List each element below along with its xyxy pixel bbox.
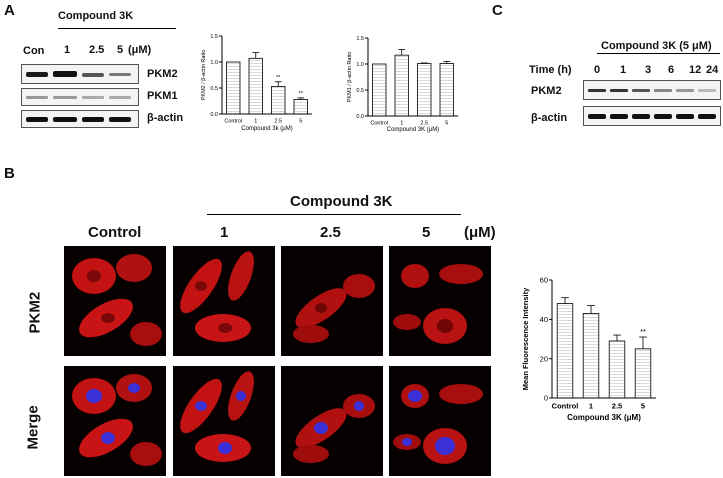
y-axis-label: PKM1 / β-actin Ratio: [347, 52, 353, 103]
x-tick-label: Control: [224, 119, 242, 125]
micrograph-pkm2-control: [64, 246, 166, 356]
x-tick-label: 1: [254, 119, 257, 125]
x-tick-label: 1: [589, 402, 593, 411]
micrograph-pkm2-5: [389, 246, 491, 356]
y-tick-label: 0.5: [356, 88, 364, 94]
micrograph-merge-5: [389, 366, 491, 476]
panel-a-letter: A: [4, 2, 15, 19]
panel-c-time-6: 6: [668, 64, 675, 76]
significance-label: **: [640, 327, 646, 336]
chart-pkm2-ratio: 0.0 0.5 1.0 1.5 Control 1 ** 2.5 ** 5 Compound 3k …: [201, 34, 312, 132]
x-axis-label: Compound 3K (μM): [387, 127, 439, 133]
y-tick-label: 1.0: [210, 60, 218, 66]
panel-c-letter: C: [492, 2, 503, 19]
x-tick-label: 2.5: [420, 121, 428, 127]
panel-b-bracket: [207, 214, 461, 215]
band-label-pkm1-a: PKM1: [147, 90, 178, 102]
bar: [293, 99, 308, 115]
bar: [248, 57, 263, 115]
col-1: 1: [220, 224, 229, 241]
bar: [439, 63, 454, 117]
y-tick-label: 40: [540, 315, 548, 324]
blot-pkm2-a: [21, 64, 139, 84]
bar: [608, 340, 626, 399]
band-label-actin-a: β-actin: [147, 112, 184, 124]
panel-b-treatment: Compound 3K: [290, 193, 393, 210]
x-tick-label: 1: [400, 121, 403, 127]
y-tick-label: 0.0: [356, 114, 364, 120]
x-tick-label: 5: [299, 119, 302, 125]
row-label-pkm2-wrap: PKM2: [10, 292, 60, 334]
y-tick-label: 20: [540, 354, 548, 363]
panel-c-time-12: 12: [689, 64, 702, 76]
col-control: Control: [88, 224, 142, 241]
micrograph-merge-control: [64, 366, 166, 476]
significance-label: **: [299, 91, 304, 97]
panel-c-time-0: 0: [594, 64, 601, 76]
bar: [556, 303, 574, 399]
panel-c-treatment: Compound 3K (5 μM): [601, 40, 712, 52]
x-tick-label: Control: [552, 402, 579, 411]
x-axis-label: Compound 3k (μM): [241, 126, 292, 132]
x-tick-label: 2.5: [612, 402, 622, 411]
bar: [372, 63, 387, 117]
panel-a-unit: (μM): [128, 44, 152, 56]
blot-actin-c: [583, 106, 721, 126]
panel-a-bracket: [58, 28, 176, 29]
y-tick-label: 0.5: [210, 86, 218, 92]
blot-pkm2-c: [583, 80, 721, 100]
panel-c-time-1: 1: [620, 64, 627, 76]
micrograph-pkm2-2-5: [281, 246, 383, 356]
bar: [394, 54, 409, 117]
x-tick-label: Control: [370, 121, 388, 127]
y-tick-label: 0.0: [210, 112, 218, 118]
blot-actin-a: [21, 110, 139, 128]
bar: [634, 348, 652, 399]
panel-c-bracket: [597, 53, 720, 54]
y-tick-label: 1.0: [356, 62, 364, 68]
significance-label: **: [276, 75, 281, 81]
row-label-merge: Merge: [24, 405, 42, 450]
y-tick-label: 1.5: [356, 36, 364, 42]
micrograph-pkm2-1: [173, 246, 275, 356]
micrograph-merge-1: [173, 366, 275, 476]
micrograph-merge-2-5: [281, 366, 383, 476]
y-tick-label: 60: [540, 276, 548, 285]
panel-c-time-label: Time (h): [529, 64, 572, 76]
band-label-actin-c: β-actin: [531, 112, 568, 124]
y-tick-label: 0: [544, 394, 548, 403]
panel-b-letter: B: [4, 165, 15, 182]
bar: [226, 61, 241, 115]
x-axis-label: Compound 3K (μM): [567, 413, 641, 422]
panel-a-lane-2-5: 2.5: [89, 44, 105, 56]
panel-a-treatment: Compound 3K: [58, 10, 134, 22]
bar: [417, 63, 432, 117]
y-axis-label: Mean Fluorescence Intensity: [521, 287, 530, 390]
chart-pkm1-ratio: 0.0 0.5 1.0 1.5 Control 1 2.5 5 Compound 3K (μM)…: [347, 36, 458, 133]
x-tick-label: 5: [445, 121, 448, 127]
x-tick-label: 5: [641, 402, 645, 411]
row-label-pkm2: PKM2: [26, 291, 44, 334]
col-5: 5: [422, 224, 431, 241]
panel-c-time-24: 24: [706, 64, 719, 76]
bar: [582, 313, 600, 399]
y-axis-label: PKM2 / β-actin Ratio: [201, 50, 207, 101]
y-tick-label: 1.5: [210, 34, 218, 40]
band-label-pkm2-c: PKM2: [531, 85, 562, 97]
bar: [271, 86, 286, 115]
panel-a-lane-1: 1: [64, 44, 71, 56]
panel-a-lane-5: 5: [117, 44, 124, 56]
col-2-5: 2.5: [320, 224, 341, 241]
panel-c-time-3: 3: [645, 64, 652, 76]
band-label-pkm2-a: PKM2: [147, 68, 178, 80]
panel-a-lane-con: Con: [23, 45, 45, 57]
x-tick-label: 2.5: [274, 119, 282, 125]
col-unit: (μM): [464, 224, 496, 241]
blot-pkm1-a: [21, 88, 139, 106]
row-label-merge-wrap: Merge: [8, 405, 58, 449]
